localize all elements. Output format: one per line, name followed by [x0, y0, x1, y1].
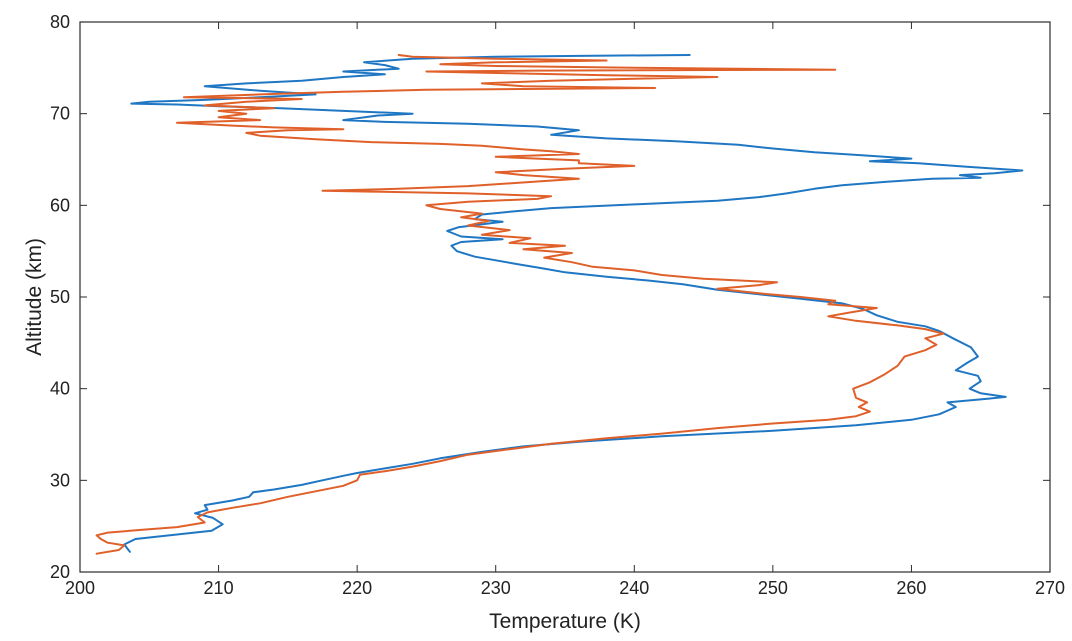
y-tick-label: 30 [50, 470, 70, 490]
series-line-1 [123, 54, 1024, 553]
x-tick-label: 200 [65, 578, 95, 598]
x-tick-label: 210 [204, 578, 234, 598]
y-tick-label: 20 [50, 562, 70, 582]
y-axis: 20 30 40 50 60 70 80 [50, 12, 1050, 582]
y-tick-label: 50 [50, 287, 70, 307]
y-axis-label: Altitude (km) [23, 238, 46, 356]
x-tick-label: 230 [481, 578, 511, 598]
y-tick-label: 60 [50, 195, 70, 215]
y-tick-label: 70 [50, 104, 70, 124]
y-tick-label: 40 [50, 379, 70, 399]
series-line-2 [95, 54, 945, 555]
y-tick-label: 80 [50, 12, 70, 32]
x-tick-label: 240 [619, 578, 649, 598]
x-tick-label: 220 [342, 578, 372, 598]
x-tick-label: 250 [758, 578, 788, 598]
x-tick-label: 260 [896, 578, 926, 598]
x-tick-label: 270 [1035, 578, 1065, 598]
plot-series [95, 54, 1024, 555]
x-axis: 200 210 220 230 240 250 260 270 [65, 22, 1065, 598]
x-axis-label: Temperature (K) [489, 610, 641, 633]
